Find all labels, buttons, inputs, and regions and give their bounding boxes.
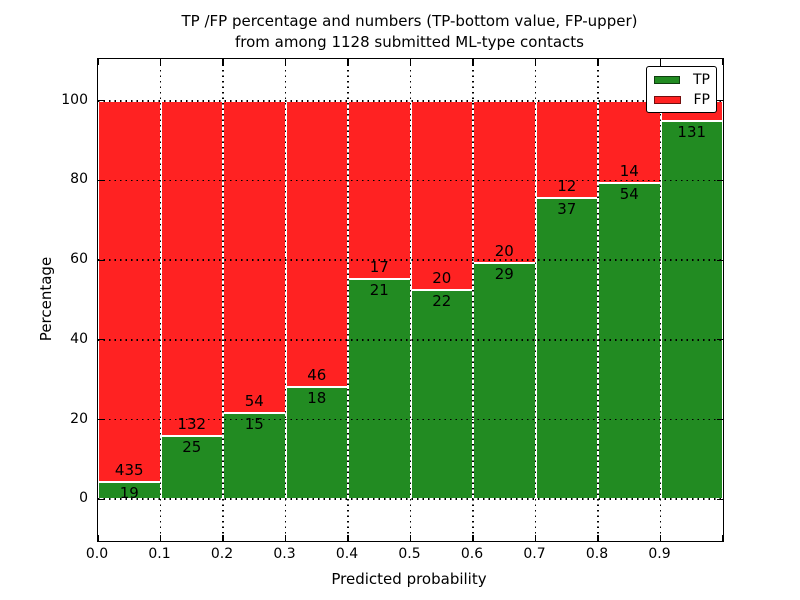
fp-legend-swatch	[654, 95, 681, 104]
bar-segment-tp	[223, 412, 286, 500]
y-tick-mark	[98, 339, 104, 341]
x-tick-label: 0.8	[585, 546, 609, 562]
y-tick-mark	[98, 100, 104, 102]
y-tick-label: 60	[70, 251, 88, 268]
x-tick-mark	[409, 59, 412, 65]
x-tick-label: 0.2	[210, 546, 234, 562]
gridline-vertical	[347, 59, 349, 541]
bar-segment-fp	[160, 100, 223, 436]
x-tick-label: 0.3	[273, 546, 296, 562]
x-tick-mark	[721, 59, 723, 65]
x-tick-mark	[159, 59, 162, 65]
chart-title: TP /FP percentage and numbers (TP-bottom…	[97, 11, 722, 53]
x-tick-mark	[721, 535, 723, 541]
legend: TP FP	[646, 66, 717, 113]
x-tick-label: 0.4	[335, 546, 359, 562]
x-tick-label: 0.1	[148, 546, 171, 562]
y-tick-label: 100	[61, 91, 88, 108]
legend-item-tp: TP	[654, 73, 710, 87]
x-tick-mark	[284, 59, 287, 65]
x-tick-label: 0.0	[85, 546, 109, 562]
bar-segment-tp	[348, 278, 411, 500]
bar-segment-tp	[473, 263, 536, 500]
bar-segment-fp	[285, 100, 348, 388]
gridline-vertical	[659, 59, 662, 541]
bar-segment-fp	[98, 100, 161, 483]
bar-segment-tp	[98, 482, 161, 500]
bar-segment-fp	[598, 100, 661, 183]
x-tick-mark	[597, 535, 599, 541]
y-axis-title: Percentage	[37, 256, 55, 342]
x-tick-mark	[222, 535, 224, 541]
gridline-vertical	[409, 59, 412, 541]
plot-area: 19 435 25 132 15 54 18 46 21 17 22 20 29 20 37 12 54 14 13…	[97, 58, 724, 542]
y-tick-mark	[98, 498, 104, 500]
x-tick-mark	[222, 59, 224, 65]
gridline-vertical	[597, 59, 599, 541]
bar-segment-fp	[410, 100, 473, 291]
x-tick-mark	[347, 535, 349, 541]
bar-segment-tp	[410, 290, 473, 500]
bar-segment-tp	[285, 387, 348, 500]
x-tick-mark	[472, 535, 474, 541]
y-tick-mark	[98, 179, 104, 182]
gridline-vertical	[472, 59, 474, 541]
x-tick-label: 0.9	[648, 546, 671, 562]
y-tick-mark	[98, 259, 104, 261]
bar-segment-tp	[160, 435, 223, 500]
x-tick-label: 0.5	[398, 546, 421, 562]
x-tick-mark	[659, 535, 662, 541]
y-tick-mark	[717, 498, 723, 500]
tp-legend-swatch	[654, 75, 680, 84]
bar-segment-fp	[348, 100, 411, 279]
x-tick-label: 0.6	[460, 546, 484, 562]
fp-legend-label: FP	[693, 91, 711, 108]
y-tick-mark	[717, 418, 723, 421]
bar-segment-fp	[473, 100, 536, 264]
x-tick-mark	[472, 59, 474, 65]
y-tick-label: 40	[70, 330, 88, 347]
y-tick-label: 80	[70, 171, 88, 188]
y-tick-mark	[717, 259, 723, 261]
y-tick-mark	[717, 100, 723, 102]
bar-segment-fp	[223, 100, 286, 413]
x-axis-title: Predicted probability	[331, 570, 487, 588]
x-tick-mark	[659, 59, 662, 65]
gridline-vertical	[534, 59, 537, 541]
chart-title-line1: TP /FP percentage and numbers (TP-bottom…	[181, 12, 638, 30]
y-tick-label: 0	[79, 490, 88, 507]
chart-title-line2: from among 1128 submitted ML-type contac…	[235, 33, 584, 51]
gridline-vertical	[159, 59, 162, 541]
y-tick-mark	[717, 339, 723, 341]
bar-segment-tp	[598, 182, 661, 500]
gridline-vertical	[222, 59, 224, 541]
tp-legend-label: TP	[693, 71, 710, 88]
x-tick-mark	[409, 535, 412, 541]
x-tick-mark	[98, 535, 100, 541]
bar-segment-fp	[535, 100, 598, 199]
gridline-vertical	[284, 59, 287, 541]
x-tick-mark	[284, 535, 287, 541]
x-tick-mark	[597, 59, 599, 65]
bar-segment-tp	[660, 121, 723, 500]
y-tick-mark	[98, 418, 104, 421]
y-tick-label: 20	[70, 410, 88, 427]
x-tick-mark	[159, 535, 162, 541]
x-tick-mark	[534, 59, 537, 65]
x-tick-mark	[347, 59, 349, 65]
legend-item-fp: FP	[654, 93, 710, 107]
x-tick-mark	[534, 535, 537, 541]
y-tick-mark	[717, 179, 723, 182]
bar-segment-tp	[535, 198, 598, 500]
x-tick-label: 0.7	[523, 546, 546, 562]
x-tick-mark	[98, 59, 100, 65]
